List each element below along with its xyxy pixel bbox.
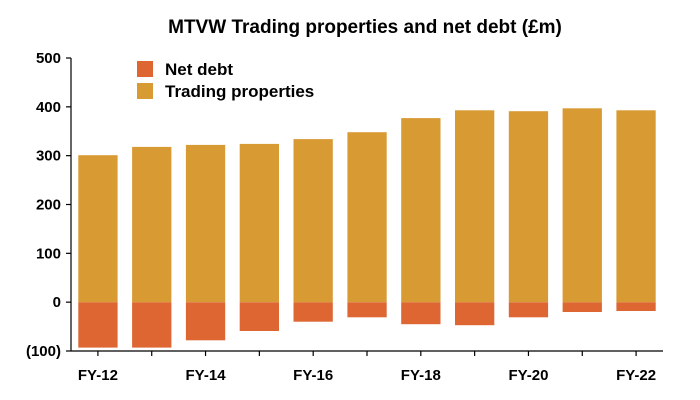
y-tick-label: 400 [36,99,61,116]
trading-properties-bar-fy-18 [401,118,441,303]
net-debt-bar-fy-16 [293,302,333,322]
y-tick-label: 500 [36,50,61,67]
net-debt-bar-fy-20 [508,302,549,318]
trading-properties-bar-fy-14 [185,144,226,303]
legend-swatch [137,61,153,77]
x-tick-label: FY-12 [78,367,118,384]
net-debt-bar-fy-17 [347,302,387,318]
x-tick-label: FY-14 [186,367,227,384]
net-debt-bar-fy-21 [562,302,602,312]
legend-swatch [137,83,153,99]
legend-label: Net debt [165,60,233,79]
trading-properties-bar-fy-17 [347,132,387,303]
trading-properties-bar-fy-19 [455,110,495,303]
net-debt-bar-fy-22 [616,302,656,311]
y-tick-label: 300 [36,148,61,165]
net-debt-bar-fy-19 [455,302,495,326]
x-tick-label: FY-18 [401,367,441,384]
net-debt-bar-fy-13 [132,302,172,348]
x-tick-label: FY-16 [293,367,333,384]
x-tick-label: FY-20 [508,367,548,384]
chart-title: MTVW Trading properties and net debt (£m… [168,17,562,38]
legend-label: Trading properties [165,82,314,101]
trading-properties-bar-fy-12 [78,155,118,303]
y-tick-label: 100 [36,245,61,262]
axes-group: (100) 0 100 200 300 400 500 FY-12 FY-14 FY-16 FY-1… [26,50,663,384]
trading-properties-bar-fy-15 [239,143,279,303]
y-tick-label: 0 [53,294,61,311]
trading-properties-bar-fy-13 [132,146,172,303]
net-debt-bar-fy-15 [239,302,279,331]
y-tick-label: 200 [36,197,61,214]
trading-properties-bar-fy-20 [508,111,549,303]
x-tick-label: FY-22 [616,367,656,384]
net-debt-bar-fy-14 [185,302,226,341]
trading-properties-bar-fy-16 [293,139,333,303]
net-debt-bar-fy-12 [78,302,118,348]
trading-properties-bar-fy-22 [616,110,656,303]
legend: Net debt Trading properties [137,60,314,101]
y-tick-label: (100) [26,343,61,360]
net-debt-bar-fy-18 [401,302,441,325]
trading-properties-bar-fy-21 [562,108,602,303]
bars-group [78,108,656,348]
